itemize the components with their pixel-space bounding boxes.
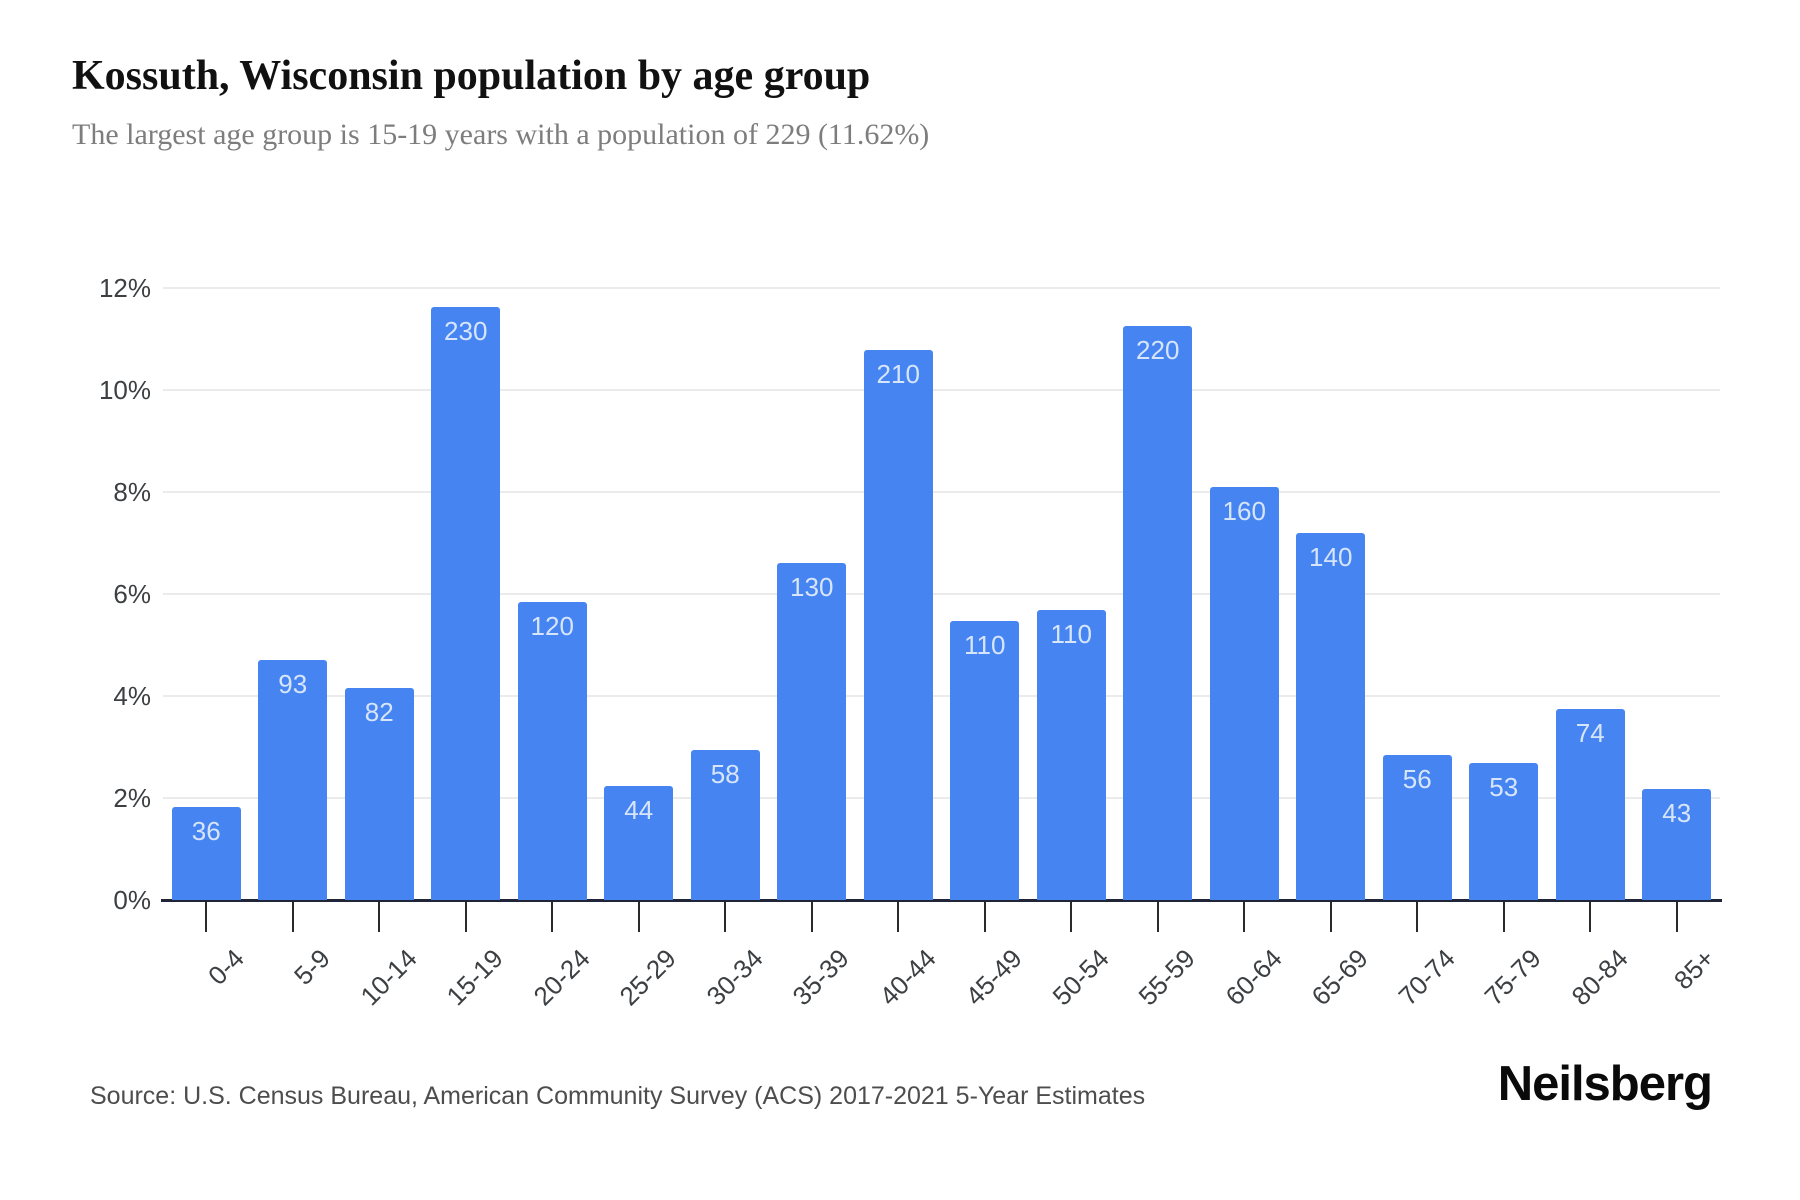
x-axis-tick-label: 55-59 — [1132, 943, 1201, 1012]
brand-logo: Neilsberg — [1497, 1057, 1713, 1111]
x-axis-tick — [1156, 902, 1159, 932]
x-axis-tick-label: 60-64 — [1219, 943, 1288, 1012]
bar-60-64[interactable]: 160 — [1209, 487, 1279, 900]
gridline-10% — [163, 389, 1720, 391]
bar-10-14[interactable]: 82 — [344, 688, 414, 900]
x-axis-tick — [1675, 902, 1678, 932]
x-axis-tick — [810, 902, 813, 932]
x-axis-tick — [464, 902, 467, 932]
bar-40-44[interactable]: 210 — [863, 350, 933, 900]
bar-20-24[interactable]: 120 — [517, 602, 587, 900]
bar-value-label: 53 — [1489, 772, 1519, 802]
x-axis-tick-label: 35-39 — [786, 943, 855, 1012]
gridline-12% — [163, 287, 1720, 289]
bar-value-label: 160 — [1222, 496, 1266, 526]
bar-value-label: 210 — [876, 359, 920, 389]
x-axis-tick-label: 70-74 — [1392, 943, 1461, 1012]
x-axis-tick-label: 25-29 — [613, 943, 682, 1012]
bar-25-29[interactable]: 44 — [604, 786, 674, 900]
bar-value-label: 74 — [1575, 718, 1605, 748]
x-axis-tick — [724, 902, 727, 932]
bar-value-label: 130 — [790, 572, 834, 602]
bar-value-label: 220 — [1136, 335, 1180, 365]
bar-80-84[interactable]: 74 — [1555, 709, 1625, 900]
chart-title: Kossuth, Wisconsin population by age gro… — [72, 53, 871, 99]
bar-70-74[interactable]: 56 — [1382, 755, 1452, 900]
x-axis-tick — [1243, 902, 1246, 932]
bar-value-label: 36 — [191, 816, 221, 846]
bar-value-label: 110 — [1050, 619, 1092, 649]
x-axis-tick — [1070, 902, 1073, 932]
x-axis-tick — [205, 902, 208, 932]
y-axis-tick-label: 12% — [98, 273, 151, 303]
x-axis-tick — [1329, 902, 1332, 932]
source-note: Source: U.S. Census Bureau, American Com… — [90, 1082, 1146, 1110]
gridline-4% — [163, 695, 1720, 697]
bar-50-54[interactable]: 110 — [1036, 610, 1106, 900]
bar-75-79[interactable]: 53 — [1469, 763, 1539, 900]
x-axis-tick — [1416, 902, 1419, 932]
bar-35-39[interactable]: 130 — [777, 563, 847, 900]
y-axis-tick-label: 2% — [113, 783, 151, 813]
x-axis-tick-label: 40-44 — [873, 943, 942, 1012]
x-axis-tick — [983, 902, 986, 932]
bar-value-label: 93 — [278, 669, 308, 699]
bar-value-label: 43 — [1662, 798, 1692, 828]
gridline-8% — [163, 491, 1720, 493]
x-axis-tick — [637, 902, 640, 932]
gridline-2% — [163, 797, 1720, 799]
x-axis-tick — [291, 902, 294, 932]
x-axis-tick — [551, 902, 554, 932]
x-axis-tick-label: 15-19 — [440, 943, 509, 1012]
x-axis-tick-label: 80-84 — [1565, 943, 1634, 1012]
bar-value-label: 230 — [444, 316, 488, 346]
bar-value-label: 58 — [710, 759, 740, 789]
y-axis-tick-label: 4% — [113, 681, 151, 711]
bar-85+[interactable]: 43 — [1642, 789, 1712, 900]
bar-55-59[interactable]: 220 — [1123, 326, 1193, 900]
x-axis-tick-label: 20-24 — [527, 943, 596, 1012]
x-axis-tick-label: 85+ — [1667, 943, 1720, 996]
x-axis-tick-label: 45-49 — [959, 943, 1028, 1012]
bar-value-label: 56 — [1402, 764, 1432, 794]
x-axis-tick-label: 0-4 — [201, 943, 250, 991]
x-axis-tick-label: 5-9 — [288, 943, 336, 991]
bar-30-34[interactable]: 58 — [690, 750, 760, 900]
x-axis-tick — [1502, 902, 1505, 932]
x-axis-tick-label: 10-14 — [354, 943, 423, 1012]
y-axis-tick-label: 0% — [113, 885, 151, 915]
y-axis-tick-label: 6% — [113, 579, 151, 609]
x-axis-tick-label: 30-34 — [700, 943, 769, 1012]
y-axis-tick-label: 8% — [113, 477, 151, 507]
bar-value-label: 120 — [530, 611, 574, 641]
bar-chart-plot-area: 0% 2% 4% 6% 8% 10% 12% 36 0-4 93 5-9 82 10-14 230 15-1… — [99, 237, 1722, 1011]
chart-subtitle: The largest age group is 15-19 years wit… — [72, 118, 930, 151]
gridline-6% — [163, 593, 1720, 595]
bar-value-label: 44 — [624, 795, 654, 825]
bar-45-49[interactable]: 110 — [950, 621, 1020, 900]
bar-15-19[interactable]: 230 — [431, 307, 501, 900]
bar-value-label: 110 — [964, 630, 1006, 660]
bar-65-69[interactable]: 140 — [1296, 533, 1366, 900]
x-axis-tick-label: 75-79 — [1478, 943, 1547, 1012]
y-axis-tick-label: 10% — [98, 375, 151, 405]
bar-5-9[interactable]: 93 — [258, 660, 328, 900]
x-axis-tick — [1589, 902, 1592, 932]
x-axis-tick — [378, 902, 381, 932]
bar-value-label: 140 — [1309, 542, 1353, 572]
bar-value-label: 82 — [364, 697, 394, 727]
x-axis-tick — [897, 902, 900, 932]
x-axis-line — [161, 899, 1722, 902]
x-axis-tick-label: 50-54 — [1046, 943, 1115, 1012]
bar-0-4[interactable]: 36 — [171, 807, 241, 900]
x-axis-tick-label: 65-69 — [1305, 943, 1374, 1012]
